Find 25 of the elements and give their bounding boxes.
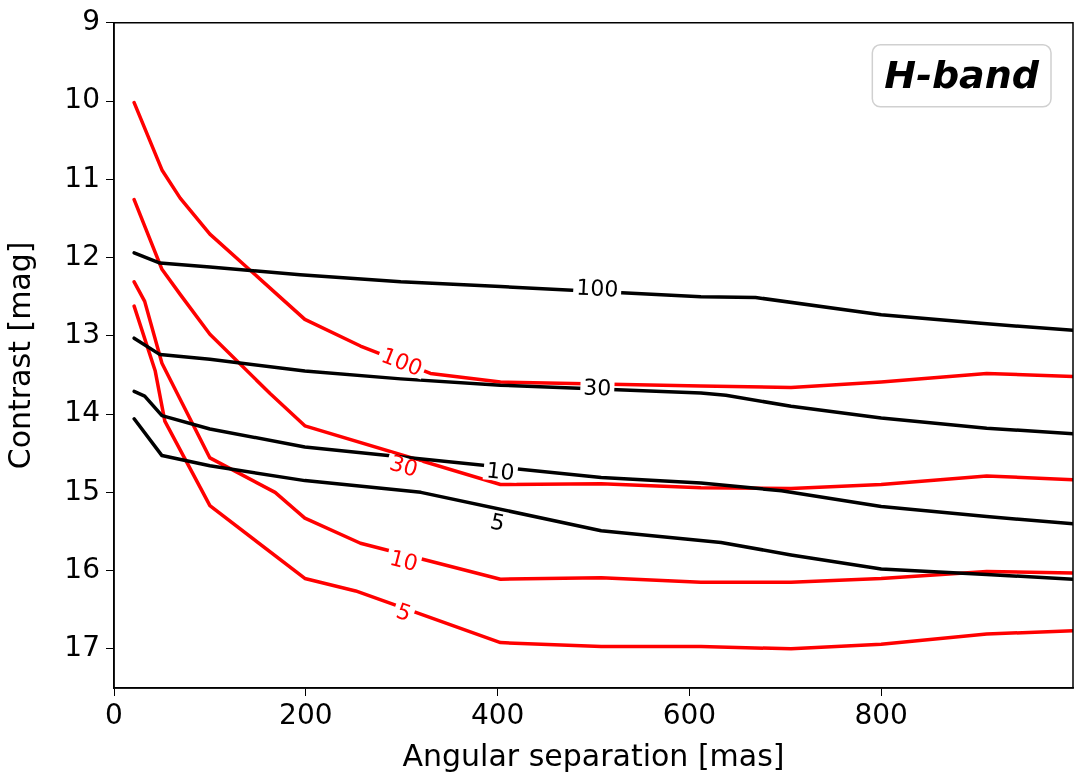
y-axis-title: Contrast [mag] xyxy=(1,241,37,470)
y-tick-label: 12 xyxy=(64,238,100,272)
annotation: 10 xyxy=(387,544,421,577)
annotation: 30 xyxy=(582,374,612,401)
x-tick-label: 400 xyxy=(470,698,525,732)
x-tick-label: 800 xyxy=(854,698,908,732)
y-tick-label: 10 xyxy=(64,82,100,116)
annotation: 5 xyxy=(488,508,508,536)
annotation: 100 xyxy=(377,342,427,381)
x-axis-title: Angular separation [mas] xyxy=(402,737,785,773)
x-tick-label: 200 xyxy=(279,698,333,732)
y-tick-label: 11 xyxy=(64,160,100,194)
annotation: 5 xyxy=(393,598,415,627)
y-tick-label: 16 xyxy=(64,551,100,585)
annotation: 30 xyxy=(386,449,421,482)
annotation: 10 xyxy=(485,457,516,486)
y-tick-label: 13 xyxy=(64,317,100,351)
y-tick-label: 17 xyxy=(64,630,100,664)
annotation: H-band xyxy=(884,52,1040,97)
y-tick-label: 9 xyxy=(82,4,100,38)
annotation: 100 xyxy=(575,274,619,302)
x-tick-label: 600 xyxy=(662,698,717,732)
y-tick-label: 14 xyxy=(64,395,100,429)
y-tick-label: 15 xyxy=(64,473,100,507)
x-tick-label: 0 xyxy=(105,698,123,732)
